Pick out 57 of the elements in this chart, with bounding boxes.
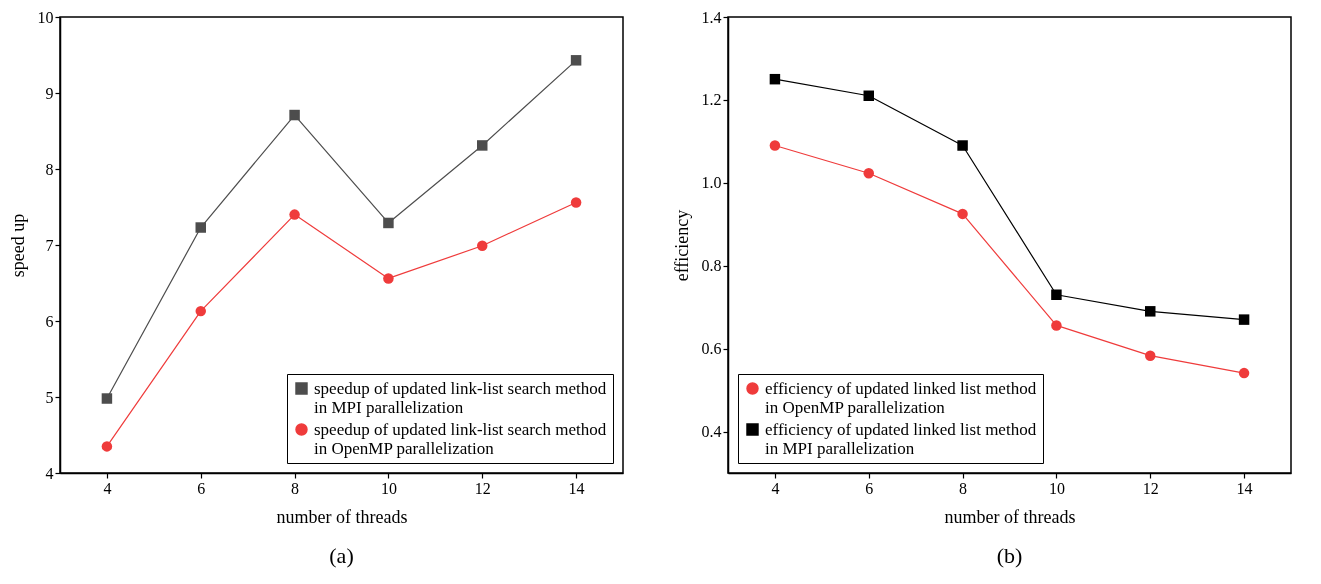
y-tick-label: 0.8 — [701, 257, 722, 275]
y-tick-label: 0.4 — [701, 423, 722, 441]
y-tick-label: 1.2 — [701, 91, 722, 109]
point — [289, 209, 300, 220]
x-tick-label: 8 — [959, 479, 968, 497]
point — [1145, 350, 1156, 361]
point — [1238, 314, 1250, 325]
legend-label: efficiency of updated linked list method in MPI parallelization — [765, 419, 1037, 458]
y-tick-label: 0.6 — [701, 340, 722, 358]
x-tick-label: 6 — [197, 479, 206, 497]
x-tick-label: 6 — [865, 479, 874, 497]
point — [477, 140, 488, 151]
y-tick-label: 9 — [45, 84, 54, 102]
point — [863, 168, 874, 179]
point — [769, 140, 781, 151]
point — [570, 55, 582, 66]
point — [383, 273, 394, 284]
y-tick-label: 7 — [45, 236, 54, 254]
y-tick-label: 4 — [45, 464, 54, 482]
point — [1145, 306, 1156, 317]
point — [863, 90, 874, 102]
y-axis-title: efficiency — [671, 209, 692, 282]
x-tick-label: 10 — [380, 479, 397, 497]
y-tick-label: 8 — [45, 160, 54, 178]
x-tick-label: 8 — [291, 479, 300, 497]
y-tick-label: 1.0 — [701, 174, 722, 192]
point — [383, 217, 394, 229]
y-tick-label: 1.4 — [701, 8, 722, 26]
point — [101, 393, 113, 404]
point — [769, 73, 781, 85]
y-tick-label: 5 — [45, 388, 54, 406]
x-tick-label: 14 — [568, 479, 585, 497]
x-axis-title: number of threads — [944, 506, 1076, 527]
y-tick-label: 6 — [45, 312, 54, 330]
point — [957, 140, 968, 151]
text: (b) — [996, 543, 1023, 568]
point — [195, 305, 206, 317]
y-tick-label: 10 — [37, 8, 54, 26]
point — [1238, 367, 1250, 379]
x-tick-label: 4 — [771, 479, 780, 497]
text: (a) — [329, 543, 354, 568]
point — [101, 441, 113, 452]
point — [289, 109, 300, 121]
x-tick-label: 4 — [103, 479, 112, 497]
point — [1051, 320, 1062, 331]
point — [1051, 289, 1062, 300]
point — [195, 222, 206, 233]
x-tick-label: 12 — [474, 479, 491, 497]
point — [957, 208, 968, 220]
y-axis-title: speed up — [7, 213, 28, 278]
point — [570, 197, 582, 208]
x-tick-label: 10 — [1048, 479, 1065, 497]
x-tick-label: 14 — [1236, 479, 1253, 497]
x-tick-label: 12 — [1142, 479, 1159, 497]
x-axis-title: number of threads — [276, 506, 408, 527]
point — [477, 240, 488, 251]
legend-label: speedup of updated link-list search method in OpenMP parallelization — [314, 419, 607, 458]
